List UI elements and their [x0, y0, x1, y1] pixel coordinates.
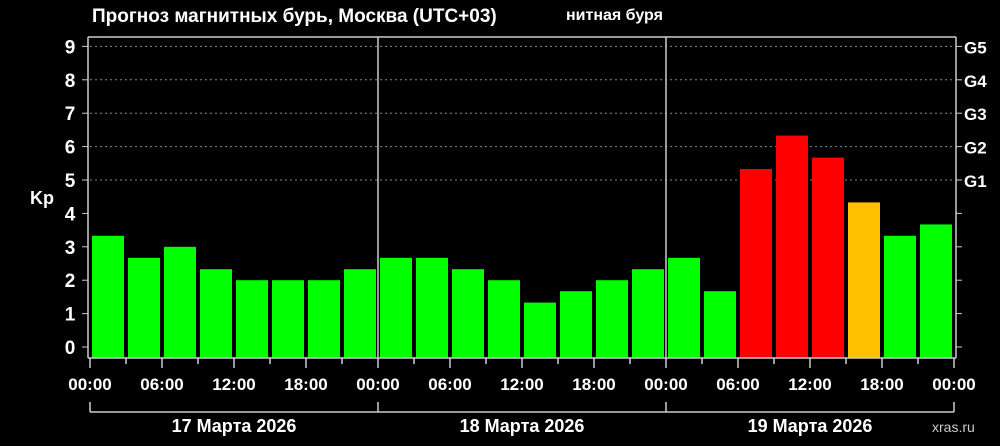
kp-bar [632, 269, 664, 358]
kp-bar [848, 202, 880, 358]
x-tick-label: 06:00 [716, 375, 759, 394]
kp-bar [668, 257, 700, 358]
kp-bar [308, 280, 340, 358]
day-label: 19 Марта 2026 [748, 416, 873, 436]
g-scale-label: G3 [964, 105, 987, 124]
kp-bar [128, 257, 160, 358]
kp-bar [704, 291, 736, 358]
y-tick-label: 5 [65, 171, 76, 192]
kp-bar [236, 280, 268, 358]
y-tick-label: 7 [65, 104, 76, 125]
x-tick-label: 18:00 [284, 375, 327, 394]
kp-bar [452, 269, 484, 358]
kp-bar [776, 135, 808, 358]
kp-bar [272, 280, 304, 358]
kp-bar [164, 246, 196, 358]
kp-bar [524, 302, 556, 358]
y-tick-label: 2 [65, 271, 76, 292]
kp-bar [92, 235, 124, 358]
g-scale-label: G4 [964, 72, 987, 91]
x-tick-label: 00:00 [68, 375, 111, 394]
x-tick-label: 18:00 [572, 375, 615, 394]
day-label: 17 Марта 2026 [172, 416, 297, 436]
y-tick-label: 1 [65, 305, 76, 326]
y-axis-label: Kp [30, 188, 54, 208]
g-scale-label: G5 [964, 38, 987, 57]
kp-bar [920, 224, 952, 358]
kp-bar [560, 291, 592, 358]
x-tick-label: 00:00 [356, 375, 399, 394]
g-scale-label: G1 [964, 172, 987, 191]
title-overlap-fragment: нитная буря [566, 7, 663, 24]
x-tick-label: 12:00 [500, 375, 543, 394]
x-tick-label: 12:00 [788, 375, 831, 394]
x-tick-label: 06:00 [140, 375, 183, 394]
kp-bar [380, 257, 412, 358]
y-tick-label: 4 [65, 204, 76, 225]
kp-bar [596, 280, 628, 358]
x-tick-label: 12:00 [212, 375, 255, 394]
kp-bar [344, 269, 376, 358]
watermark: xras.ru [932, 419, 975, 435]
day-label: 18 Марта 2026 [460, 416, 585, 436]
kp-bar [200, 269, 232, 358]
y-tick-label: 6 [65, 138, 76, 159]
x-tick-label: 06:00 [428, 375, 471, 394]
x-tick-label: 00:00 [932, 375, 975, 394]
kp-bar [740, 168, 772, 358]
kp-bar [812, 157, 844, 358]
y-tick-label: 9 [65, 37, 76, 58]
y-tick-label: 8 [65, 71, 76, 92]
x-tick-label: 18:00 [860, 375, 903, 394]
kp-bar [488, 280, 520, 358]
g-scale-label: G2 [964, 139, 987, 158]
chart-title: Прогноз магнитных бурь, Москва (UTC+03) [92, 6, 497, 27]
y-tick-label: 3 [65, 238, 76, 259]
kp-bar [416, 257, 448, 358]
kp-bar [884, 235, 916, 358]
y-tick-label: 0 [65, 338, 76, 359]
x-tick-label: 00:00 [644, 375, 687, 394]
